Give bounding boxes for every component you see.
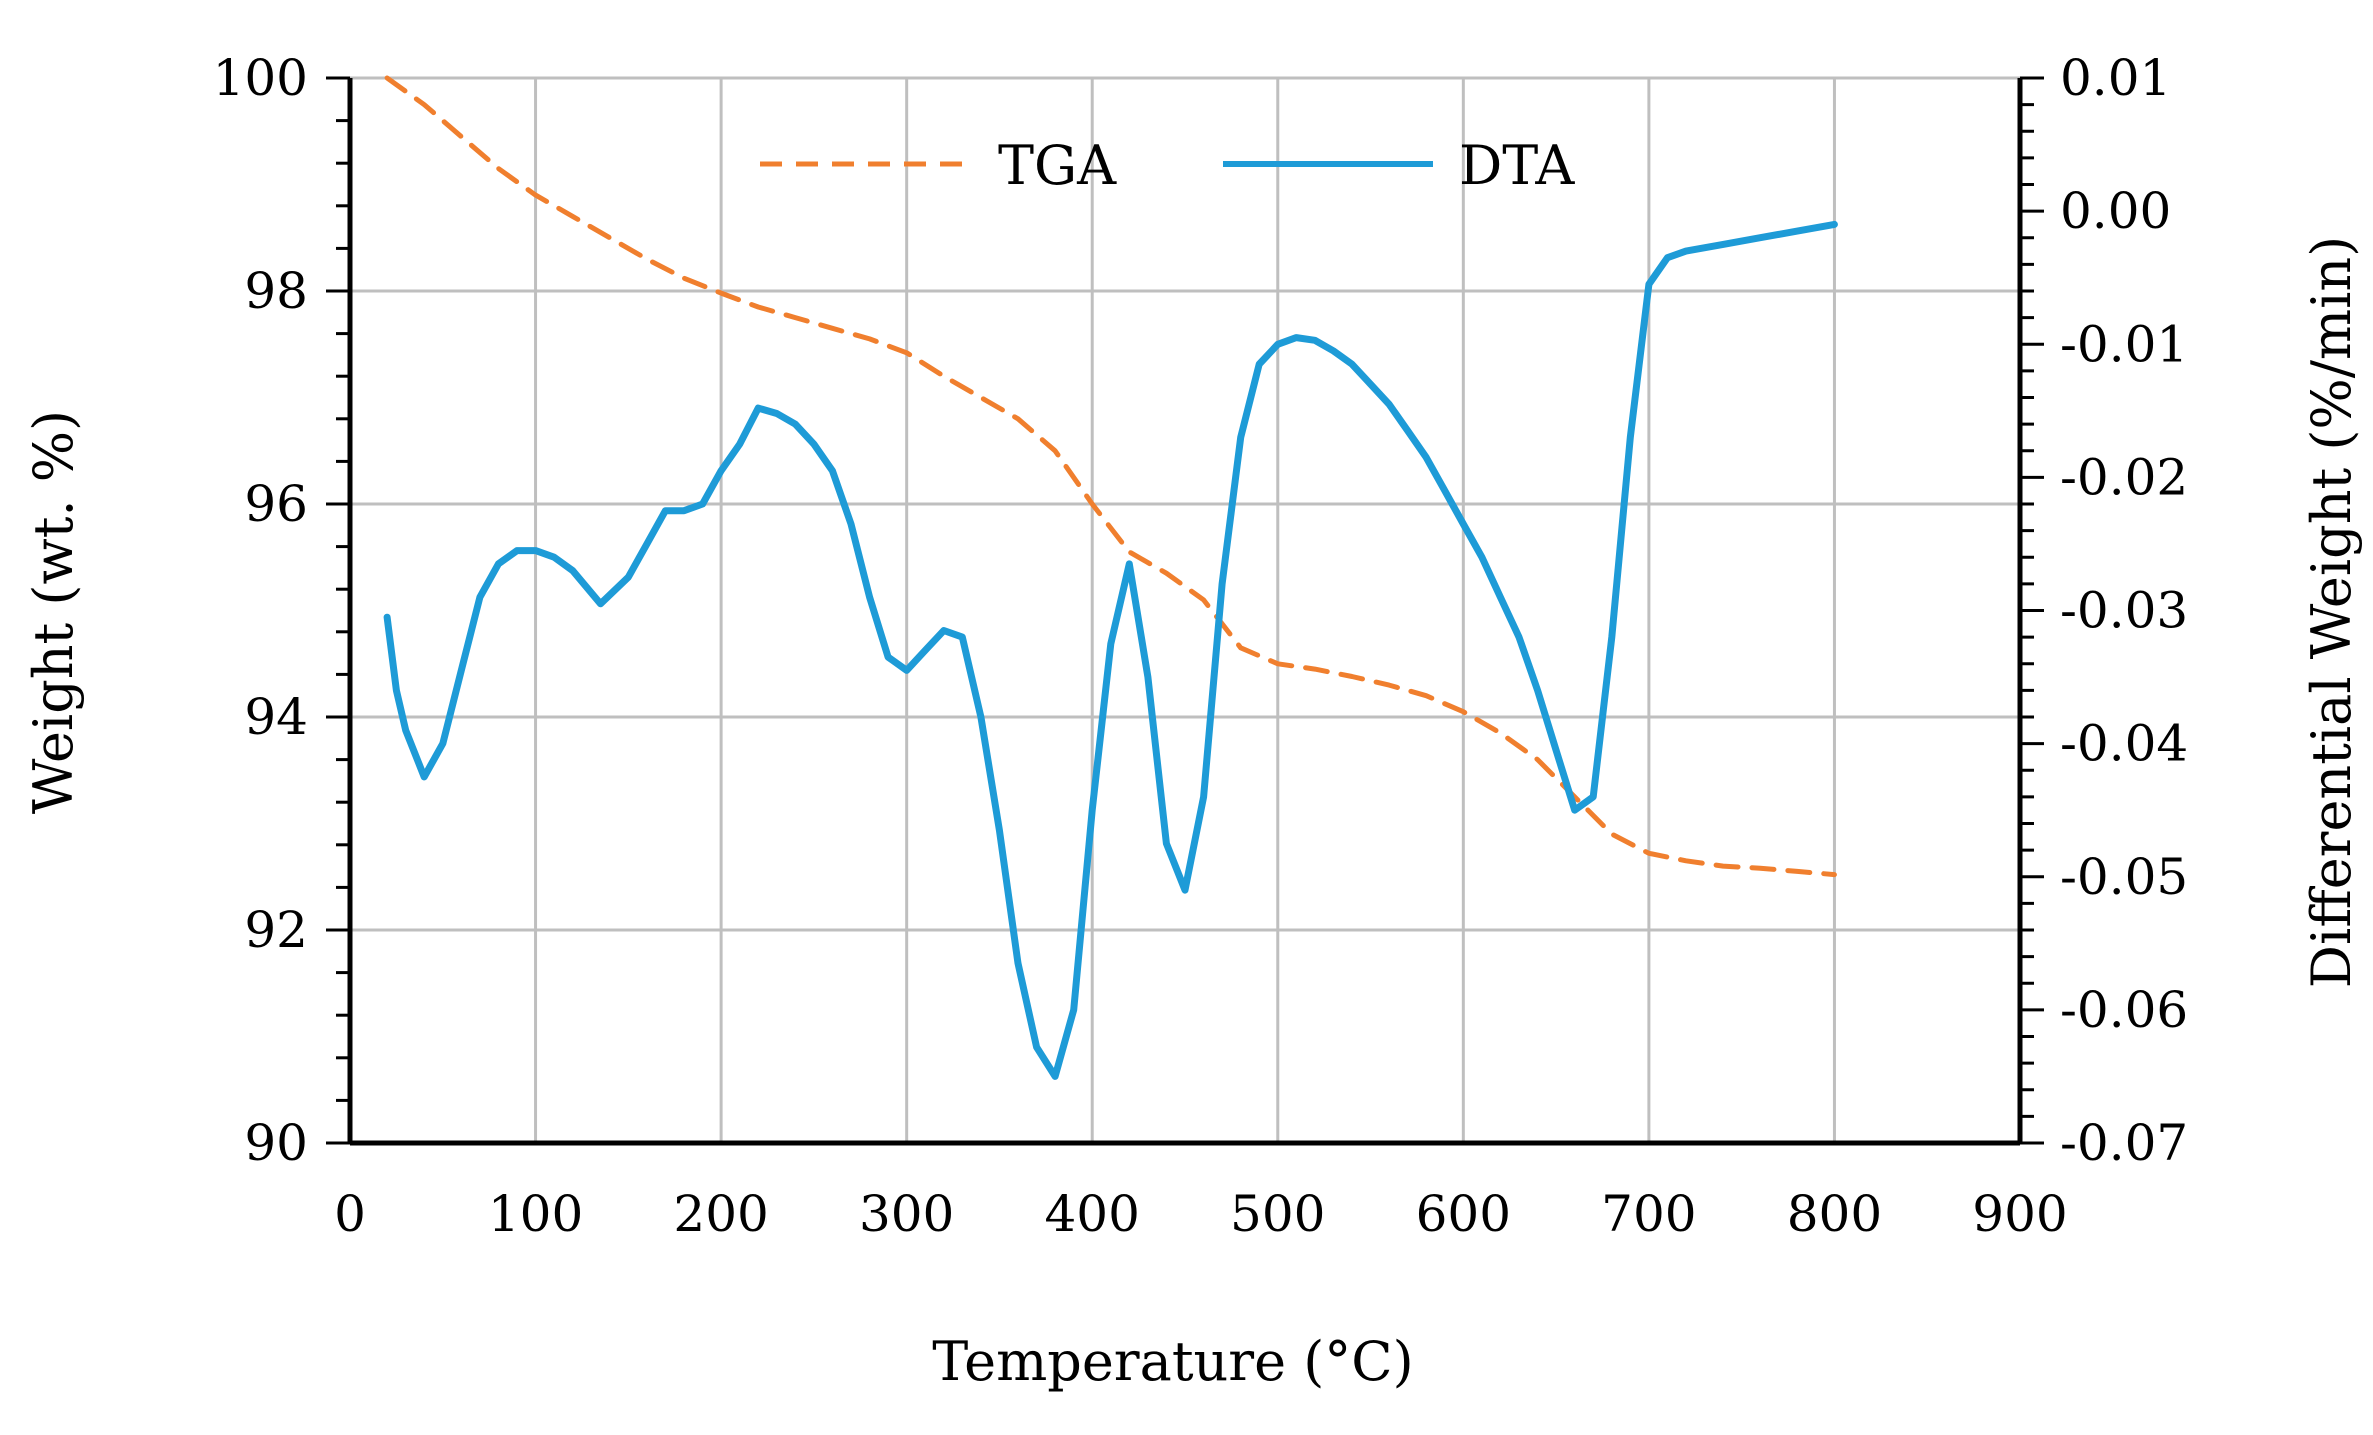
x-tick-label: 600 bbox=[1416, 1185, 1511, 1243]
y2-tick-label: -0.05 bbox=[2060, 848, 2188, 906]
series-line-dta bbox=[383, 220, 1838, 1080]
ticks bbox=[326, 76, 2044, 1145]
y2-tick-label: -0.04 bbox=[2060, 715, 2188, 773]
y-tick-label: 90 bbox=[244, 1114, 308, 1172]
x-tick-label: 400 bbox=[1045, 1185, 1140, 1243]
y2-tick-label: -0.06 bbox=[2060, 981, 2188, 1039]
x-tick-label: 700 bbox=[1601, 1185, 1696, 1243]
x-tick-label: 800 bbox=[1787, 1185, 1882, 1243]
y2-tick-label: -0.07 bbox=[2060, 1114, 2188, 1172]
legend-label-dta: DTA bbox=[1459, 134, 1575, 197]
y-tick-label: 96 bbox=[244, 475, 308, 533]
x-tick-label: 200 bbox=[673, 1185, 768, 1243]
y2-tick-label: -0.02 bbox=[2060, 448, 2188, 506]
x-axis-title: Temperature (°C) bbox=[932, 1330, 1413, 1393]
y2-tick-label: -0.01 bbox=[2060, 315, 2188, 373]
y-tick-label: 98 bbox=[244, 262, 308, 320]
y2-axis-title: Differential Weight (%/min) bbox=[2300, 236, 2363, 988]
x-tick-label: 300 bbox=[859, 1185, 954, 1243]
legend-label-tga: TGA bbox=[998, 134, 1117, 197]
tick-labels: 0 100 200 300 400 500 600 700 800 900 90 92 94 96 98 10… bbox=[213, 49, 2189, 1243]
y-tick-label: 100 bbox=[213, 49, 308, 107]
y-tick-label: 94 bbox=[244, 688, 308, 746]
y2-tick-label: -0.03 bbox=[2060, 582, 2188, 640]
y2-tick-label: 0.01 bbox=[2060, 49, 2171, 107]
series-line-tga bbox=[384, 75, 1837, 878]
series-layer bbox=[383, 75, 1838, 1080]
y-axis-title: Weight (wt. %) bbox=[22, 410, 85, 814]
y-tick-label: 92 bbox=[244, 901, 308, 959]
legend: TGA DTA bbox=[760, 134, 1575, 197]
x-tick-label: 900 bbox=[1972, 1185, 2067, 1243]
grid bbox=[350, 76, 2020, 1143]
x-tick-label: 0 bbox=[334, 1185, 366, 1243]
x-tick-label: 100 bbox=[488, 1185, 583, 1243]
y2-tick-label: 0.00 bbox=[2060, 182, 2171, 240]
x-tick-label: 500 bbox=[1230, 1185, 1325, 1243]
